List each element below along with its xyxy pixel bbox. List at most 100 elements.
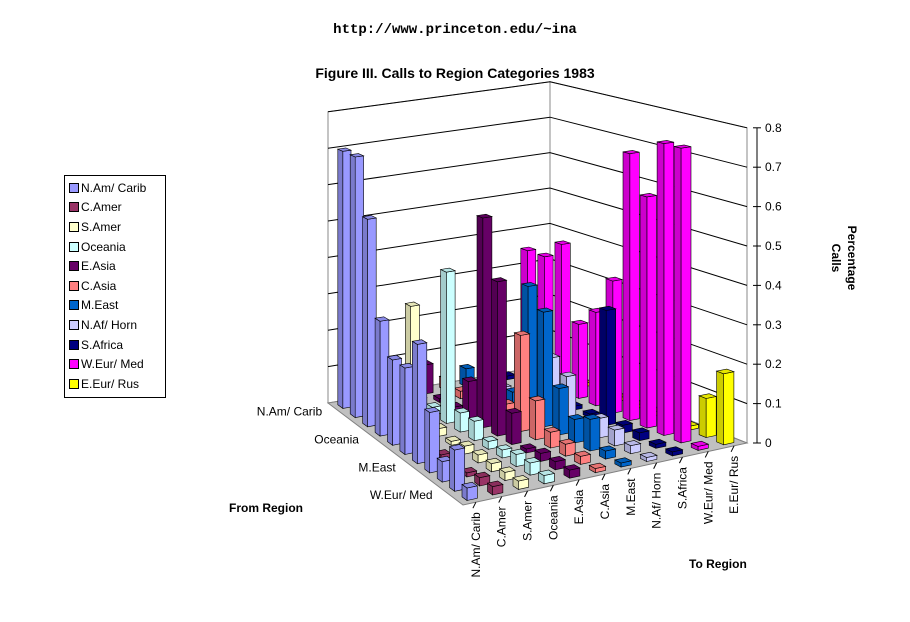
bar-front-face	[520, 333, 530, 432]
bar-nafhorn-to-namcarib	[424, 406, 441, 474]
bar-top-face	[460, 466, 478, 474]
bar-side-face	[449, 446, 455, 492]
bar-top-face	[570, 319, 589, 325]
bar-top-face	[520, 282, 539, 287]
bar-front-face	[467, 379, 478, 420]
bar-safrica-to-casia	[558, 438, 577, 457]
bar-top-face	[537, 252, 554, 258]
bar-top-face	[512, 475, 530, 482]
category-label: C.Amer	[495, 507, 509, 548]
depth-label: N.Am/ Carib	[257, 405, 323, 419]
bar-front-face	[565, 441, 576, 457]
bar-meast-to-oceania	[481, 435, 499, 450]
bar-oceania-to-oceania	[439, 267, 457, 425]
bar-top-face	[551, 383, 570, 389]
bar-easia-to-namcarib	[386, 354, 403, 446]
depth-axis-title: From Region	[229, 501, 303, 515]
bar-top-face	[536, 307, 554, 313]
bar-top-face	[495, 444, 513, 451]
bar-weurmed-to-weurmed	[673, 144, 692, 444]
legend-label: E.Eur/ Rus	[81, 376, 140, 391]
bar-top-face	[559, 371, 577, 378]
category-label: C.Asia	[598, 484, 612, 520]
bar-side-face	[588, 309, 597, 407]
bar-oceania-to-namcarib	[374, 316, 390, 437]
bar-oceania-to-weurmed	[570, 319, 589, 399]
bar-weurmed-to-casia	[573, 450, 592, 465]
bar-top-face	[485, 457, 503, 465]
bar-top-face	[473, 471, 491, 479]
bar-top-face	[582, 408, 600, 415]
depth-label: M.East	[358, 460, 396, 474]
bar-weurmed-to-namcarib	[448, 444, 466, 492]
bar-side-face	[476, 215, 484, 429]
legend-item: S.Amer	[69, 217, 165, 237]
bar-casia-to-easia	[490, 277, 508, 437]
legend-item: E.Asia	[69, 256, 165, 276]
bar-casia-to-namcarib	[399, 362, 415, 456]
bar-front-face	[466, 485, 478, 501]
category-tick	[575, 479, 580, 486]
bar-casia-to-oceania	[467, 415, 485, 442]
bar-meast-to-meast	[551, 383, 570, 436]
bar-front-face	[663, 141, 675, 436]
bar-safrica-to-easia	[534, 447, 552, 462]
bar-top-face	[458, 363, 476, 370]
bar-side-face	[491, 278, 498, 437]
bar-front-face	[496, 279, 507, 437]
bar-side-face	[436, 457, 443, 483]
bar-front-face	[342, 149, 352, 409]
bar-top-face	[664, 446, 684, 453]
value-tick-label: 0.7	[765, 160, 782, 174]
legend-item: W.Eur/ Med	[69, 354, 165, 374]
bar-top-face	[519, 443, 537, 450]
bar-side-face	[387, 356, 393, 446]
category-label: S.Amer	[521, 501, 535, 541]
bar-weurmed-to-eeurrus	[698, 393, 718, 438]
legend-swatch	[69, 300, 79, 311]
bar-weurmed-to-easia	[548, 455, 567, 471]
bar-top-face	[528, 395, 546, 402]
bar-weurmed-to-oceania	[523, 457, 541, 476]
value-tick-label: 0.3	[765, 318, 782, 332]
bar-nafhorn-to-oceania	[495, 444, 513, 459]
bar-top-face	[361, 215, 378, 220]
bar-side-face	[656, 141, 665, 436]
value-tick-label: 0.2	[765, 357, 782, 371]
value-tick-label: 0	[765, 436, 772, 450]
bar-top-face	[598, 305, 617, 311]
x-axis-title: To Region	[689, 557, 747, 571]
bar-eeurrus-to-namcarib	[461, 481, 479, 502]
bar-front-face	[558, 386, 569, 436]
bar-front-face	[723, 371, 735, 446]
bar-side-face	[639, 194, 648, 429]
bar-front-face	[646, 195, 657, 429]
bar-top-face	[657, 140, 674, 144]
bar-front-face	[680, 146, 692, 444]
bar-safrica-to-safrica	[631, 427, 651, 442]
bar-safrica-to-weurmed	[656, 140, 675, 436]
bar-safrica-to-nafhorn	[607, 424, 626, 447]
bar-front-face	[705, 396, 717, 438]
bar-front-face	[614, 427, 625, 447]
bar-top-face	[444, 435, 462, 442]
bar-front-face	[550, 429, 561, 449]
category-label: M.East	[624, 478, 638, 516]
legend-label: N.Af/ Horn	[81, 317, 138, 332]
bar-eeurrus-to-oceania	[537, 469, 556, 485]
bar-meast-to-namcarib	[411, 339, 428, 465]
bar-side-face	[337, 148, 344, 409]
category-tick	[704, 451, 709, 458]
bar-side-face	[583, 415, 591, 452]
legend-item: M.East	[69, 296, 165, 316]
bar-top-face	[374, 316, 390, 322]
bar-top-face	[640, 192, 657, 198]
bar-top-face	[639, 451, 658, 458]
legend-item: N.Am/ Carib	[69, 178, 165, 198]
bar-top-face	[588, 462, 607, 469]
bar-top-face	[543, 426, 561, 433]
bar-side-face	[698, 395, 707, 438]
bar-side-face	[440, 269, 447, 425]
bar-top-face	[558, 438, 577, 445]
